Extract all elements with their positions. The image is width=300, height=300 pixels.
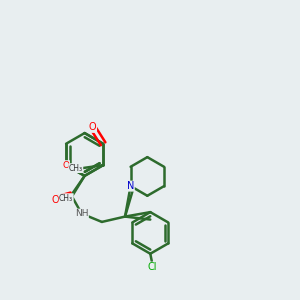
Text: O: O (51, 195, 59, 205)
Text: N: N (127, 181, 134, 191)
Text: O: O (89, 122, 97, 132)
Text: CH₃: CH₃ (59, 194, 73, 203)
Text: NH: NH (75, 209, 88, 218)
Text: CH₃: CH₃ (69, 164, 83, 172)
Text: O: O (63, 161, 70, 170)
Text: Cl: Cl (147, 262, 157, 272)
